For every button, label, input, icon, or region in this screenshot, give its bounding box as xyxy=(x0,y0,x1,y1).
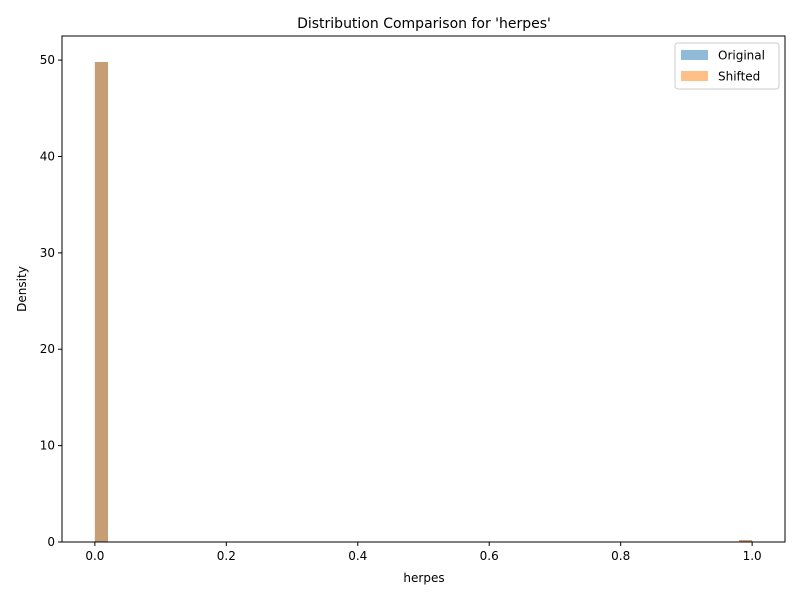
x-tick-label: 0.6 xyxy=(480,549,499,563)
y-tick-label: 50 xyxy=(40,53,55,67)
y-tick-label: 40 xyxy=(40,149,55,163)
bar-shifted-0 xyxy=(94,62,109,542)
x-axis-ticks: 0.0 0.2 0.4 0.6 0.8 1.0 xyxy=(85,542,762,563)
chart-title: Distribution Comparison for 'herpes' xyxy=(297,16,551,32)
bars-layer xyxy=(94,62,753,542)
x-axis-label: herpes xyxy=(403,571,444,585)
legend-swatch-shifted xyxy=(681,71,708,81)
x-tick-label: 0.4 xyxy=(348,549,367,563)
y-axis-label: Density xyxy=(15,266,29,312)
x-tick-label: 0.8 xyxy=(611,549,630,563)
plot-frame xyxy=(61,35,786,543)
x-tick-label: 0.2 xyxy=(217,549,236,563)
bar-shifted-1 xyxy=(738,540,753,542)
y-tick-label: 0 xyxy=(47,535,55,549)
legend: Original Shifted xyxy=(674,42,780,90)
x-tick-label: 1.0 xyxy=(743,549,762,563)
y-axis-ticks: 0 10 20 30 40 50 xyxy=(40,53,62,549)
x-tick-label: 0.0 xyxy=(85,549,104,563)
legend-label-shifted: Shifted xyxy=(718,70,760,84)
y-tick-label: 30 xyxy=(40,246,55,260)
y-tick-label: 20 xyxy=(40,342,55,356)
y-tick-label: 10 xyxy=(40,439,55,453)
legend-swatch-original xyxy=(681,50,708,60)
legend-label-original: Original xyxy=(718,49,765,63)
